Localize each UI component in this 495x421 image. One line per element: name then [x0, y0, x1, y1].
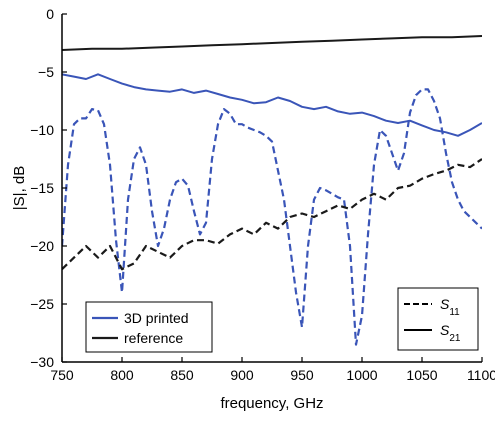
x-tick-label: 800 — [110, 367, 134, 383]
y-tick-label: −15 — [30, 180, 54, 196]
legend-color-box — [85, 301, 213, 353]
x-tick-label: 1050 — [406, 367, 437, 383]
y-tick-label: −20 — [30, 238, 54, 254]
series-layer — [62, 35, 482, 346]
x-tick-label: 900 — [230, 367, 254, 383]
x-tick-label: 1000 — [346, 367, 377, 383]
x-tick-label: 950 — [290, 367, 314, 383]
y-tick-label: −25 — [30, 296, 54, 312]
series-line-1 — [62, 35, 482, 51]
legend-color-label: 3D printed — [124, 310, 189, 326]
series-line-2 — [62, 88, 482, 346]
x-axis-label: frequency, GHz — [220, 395, 323, 412]
legend-style-box — [397, 287, 479, 351]
y-tick-label: −30 — [30, 354, 54, 370]
series-line-0 — [62, 73, 482, 137]
axes-layer: 750 800 850 900 950 1000 1050 1100 0 −5 −10 −15 −20 −… — [30, 6, 495, 383]
series-line-3 — [62, 158, 482, 271]
x-tick-label: 1100 — [467, 367, 495, 383]
y-tick-label: 0 — [46, 6, 54, 22]
x-tick-label: 750 — [50, 367, 74, 383]
legend-style-subscript: 21 — [449, 333, 461, 344]
legend-color-label: reference — [124, 330, 183, 346]
legend-style-subscript: 11 — [449, 307, 460, 318]
y-tick-label: −10 — [30, 122, 54, 138]
x-tick-label: 850 — [170, 367, 194, 383]
y-axis-label: |S|, dB — [11, 166, 28, 210]
y-tick-label: −5 — [38, 64, 54, 80]
